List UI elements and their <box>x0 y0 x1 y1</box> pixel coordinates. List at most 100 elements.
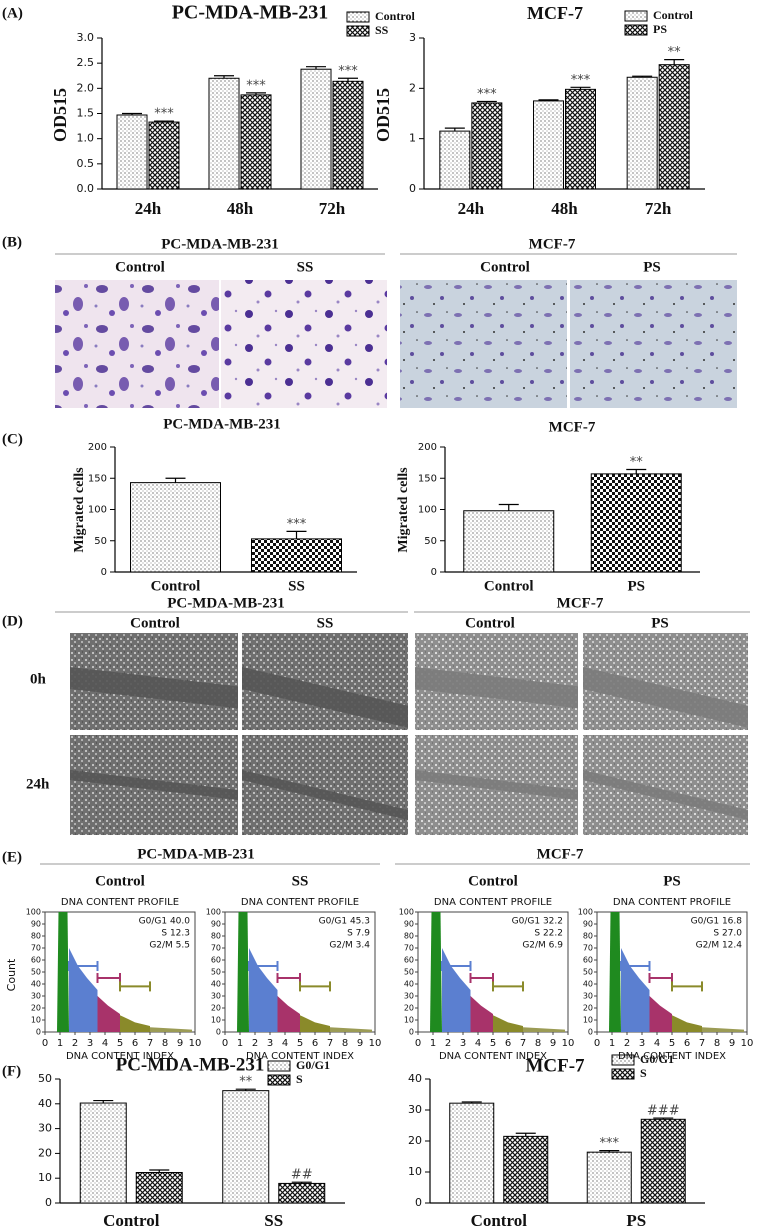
bar <box>222 1090 270 1204</box>
panel-label: (F) <box>2 1063 21 1079</box>
y-tick-label: 3.0 <box>77 31 95 44</box>
legend-label: Control <box>375 9 415 23</box>
x-tick-label: 5 <box>297 1038 303 1049</box>
legend-swatch <box>346 25 370 37</box>
y-tick-label: 90 <box>583 920 593 929</box>
wound-gap <box>242 666 408 728</box>
x-tick-label: PS <box>627 578 645 594</box>
micrograph <box>570 280 737 408</box>
x-tick-label: 9 <box>177 1038 183 1049</box>
x-tick-label: 10 <box>741 1038 754 1049</box>
micrograph <box>55 280 219 408</box>
group-title: MCF-7 <box>537 846 584 862</box>
y-tick-label: 70 <box>404 944 414 953</box>
significance-label: *** <box>571 73 591 88</box>
y-tick-label: 80 <box>31 932 41 941</box>
y-tick-label: 60 <box>404 956 414 965</box>
y-tick-label: 100 <box>399 908 414 917</box>
legend-label: S <box>640 1066 647 1080</box>
histogram-region <box>69 948 98 1032</box>
histogram-region <box>237 912 249 1032</box>
wound-gap <box>242 770 408 820</box>
y-tick-label: 30 <box>583 992 593 1001</box>
x-axis-label: DNA CONTENT INDEX <box>246 1051 354 1062</box>
y-tick-label: 50 <box>424 536 437 547</box>
bar <box>130 482 221 573</box>
y-tick-label: 10 <box>31 1016 41 1025</box>
y-tick-label: 10 <box>211 1016 221 1025</box>
histogram-region <box>702 1027 744 1032</box>
x-tick-label: 8 <box>342 1038 348 1049</box>
x-tick-label: 4 <box>654 1038 660 1049</box>
significance-label: *** <box>287 517 307 532</box>
stat-label: S 22.2 <box>534 929 563 939</box>
x-tick-label: 0 <box>222 1038 228 1049</box>
bar <box>251 538 342 573</box>
chart-title: PC-MDA-MB-231 <box>163 416 280 432</box>
y-tick-label: 1 <box>409 132 416 145</box>
y-tick-label: 150 <box>88 473 107 484</box>
significance-label: ** <box>630 455 644 470</box>
y-tick-label: 50 <box>31 968 41 977</box>
bar <box>208 77 240 190</box>
x-tick-label: 8 <box>714 1038 720 1049</box>
y-axis-label: Migrated cells <box>396 467 411 553</box>
histogram-region <box>150 1027 192 1032</box>
column-label: Control <box>130 615 180 631</box>
y-tick-label: 50 <box>583 968 593 977</box>
stat-label: G0/G1 45.3 <box>319 917 370 927</box>
stat-label: G2/M 6.9 <box>522 941 563 951</box>
x-tick-label: 4 <box>282 1038 288 1049</box>
y-tick-label: 40 <box>211 980 221 989</box>
y-tick-label: 40 <box>404 980 414 989</box>
histogram-region <box>430 912 442 1032</box>
wound-gap <box>70 770 238 800</box>
wound-gap <box>415 666 578 709</box>
bar-chart: 0 10 20 30 40 MCF-7 Control PS *** ### G0/G1S <box>408 1052 705 1230</box>
y-tick-label: 90 <box>404 920 414 929</box>
y-tick-label: 3 <box>409 31 416 44</box>
x-tick-label: SS <box>264 1211 283 1230</box>
histogram-plot: SS DNA CONTENT PROFILE G0/G1 45.3 S 7.9 G2/M… <box>206 873 382 1062</box>
plot-title: DNA CONTENT PROFILE <box>241 897 359 908</box>
histogram-region <box>649 996 672 1032</box>
y-tick-label: 0 <box>36 1028 41 1037</box>
stat-label: G0/G1 40.0 <box>139 917 191 927</box>
y-axis-label: Migrated cells <box>72 467 87 553</box>
significance-label: ** <box>239 1075 253 1090</box>
y-tick-label: 0 <box>588 1028 593 1037</box>
bar <box>278 1182 326 1204</box>
significance-label: *** <box>246 78 266 93</box>
x-axis-label: DNA CONTENT INDEX <box>618 1051 726 1062</box>
wound-gap <box>70 666 238 709</box>
stat-label: G2/M 3.4 <box>329 941 370 951</box>
y-tick-label: 10 <box>404 1016 414 1025</box>
stat-label: G2/M 5.5 <box>149 941 190 951</box>
wound-gap <box>583 770 748 820</box>
panel-label: (C) <box>2 431 23 447</box>
stat-label: S 27.0 <box>713 929 742 939</box>
x-tick-label: 7 <box>327 1038 333 1049</box>
y-tick-label: 20 <box>31 1004 41 1013</box>
x-tick-label: Control <box>151 578 201 594</box>
y-tick-label: 0 <box>415 1196 422 1209</box>
legend-label: SS <box>375 23 389 37</box>
bar <box>626 76 658 190</box>
stat-label: S 12.3 <box>161 929 190 939</box>
y-tick-label: 20 <box>38 1146 52 1159</box>
y-tick-label: 50 <box>94 536 107 547</box>
plot-title: DNA CONTENT PROFILE <box>434 897 552 908</box>
bar <box>240 94 272 190</box>
x-tick-label: 8 <box>162 1038 168 1049</box>
y-tick-label: 40 <box>583 980 593 989</box>
legend-label: G0/G1 <box>640 1052 674 1066</box>
x-tick-label: 6 <box>312 1038 318 1049</box>
histogram-region <box>493 1015 523 1032</box>
x-tick-label: 7 <box>699 1038 705 1049</box>
column-label: PS <box>651 615 669 631</box>
bar <box>439 130 471 190</box>
chart-title: MCF-7 <box>527 3 583 23</box>
y-tick-label: 0.0 <box>77 182 95 195</box>
legend-swatch <box>611 1068 635 1080</box>
